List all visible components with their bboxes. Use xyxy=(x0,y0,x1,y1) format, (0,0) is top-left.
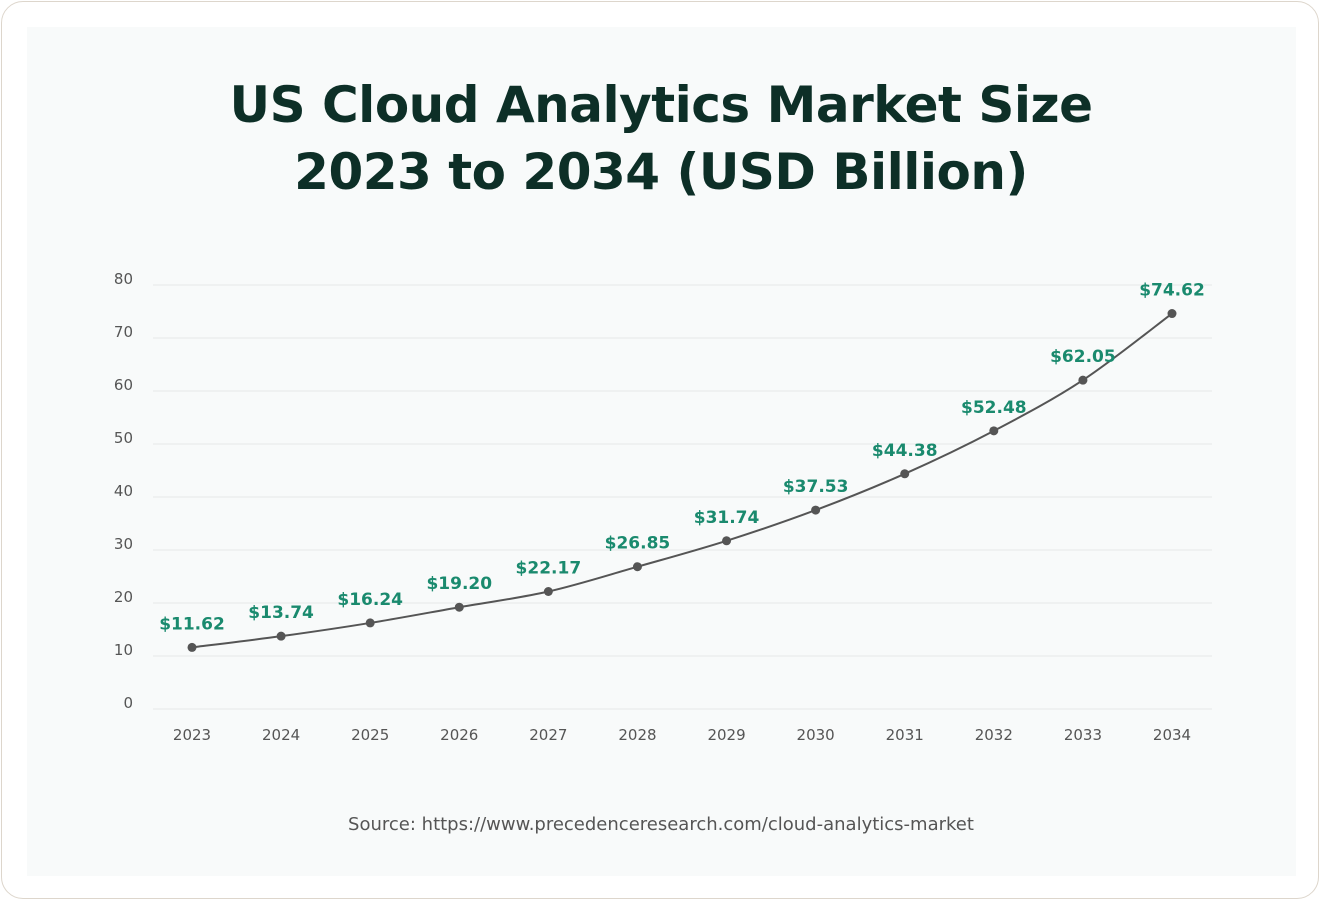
x-tick-label: 2029 xyxy=(707,726,745,744)
data-point xyxy=(811,505,821,515)
data-point xyxy=(989,426,999,436)
chart-panel xyxy=(27,27,1296,876)
data-point xyxy=(1078,375,1088,385)
data-label: $22.17 xyxy=(516,558,582,578)
chart-title: US Cloud Analytics Market Size 2023 to 2… xyxy=(0,72,1322,206)
data-label: $13.74 xyxy=(248,603,314,623)
data-label: $16.24 xyxy=(337,590,403,610)
x-tick-label: 2027 xyxy=(529,726,567,744)
y-tick-label: 10 xyxy=(114,641,133,659)
series-line xyxy=(191,312,1173,649)
x-tick-label: 2033 xyxy=(1064,726,1102,744)
data-point xyxy=(900,469,910,479)
y-tick-label: 80 xyxy=(114,270,133,288)
x-tick-label: 2032 xyxy=(975,726,1013,744)
x-tick-label: 2031 xyxy=(886,726,924,744)
data-point xyxy=(454,602,464,612)
data-label: $52.48 xyxy=(961,398,1027,418)
data-label: $19.20 xyxy=(426,574,492,594)
title-line-1: US Cloud Analytics Market Size xyxy=(229,76,1093,134)
x-tick-label: 2024 xyxy=(262,726,300,744)
x-tick-label: 2023 xyxy=(173,726,211,744)
y-tick-label: 60 xyxy=(114,376,133,394)
data-point xyxy=(365,618,375,628)
data-point xyxy=(632,562,642,572)
data-point xyxy=(187,642,197,652)
source-note: Source: https://www.precedenceresearch.c… xyxy=(348,814,974,835)
y-tick-label: 20 xyxy=(114,588,133,606)
y-tick-label: 70 xyxy=(114,323,133,341)
x-tick-label: 2030 xyxy=(797,726,835,744)
x-tick-label: 2034 xyxy=(1153,726,1191,744)
y-tick-label: 0 xyxy=(123,694,133,712)
data-label: $74.62 xyxy=(1139,281,1205,301)
data-label: $37.53 xyxy=(783,477,849,497)
data-label: $44.38 xyxy=(872,441,938,461)
x-tick-label: 2028 xyxy=(618,726,656,744)
x-tick-label: 2025 xyxy=(351,726,389,744)
data-point xyxy=(543,586,553,596)
y-tick-label: 40 xyxy=(114,482,133,500)
y-tick-label: 30 xyxy=(114,535,133,553)
data-label: $62.05 xyxy=(1050,347,1116,367)
data-label: $11.62 xyxy=(159,614,225,634)
data-point xyxy=(1167,309,1177,319)
data-label: $31.74 xyxy=(694,508,760,528)
data-point xyxy=(722,536,732,546)
title-line-2: 2023 to 2034 (USD Billion) xyxy=(294,143,1028,201)
data-point xyxy=(276,631,286,641)
y-tick-label: 50 xyxy=(114,429,133,447)
data-label: $26.85 xyxy=(605,534,671,554)
x-tick-label: 2026 xyxy=(440,726,478,744)
